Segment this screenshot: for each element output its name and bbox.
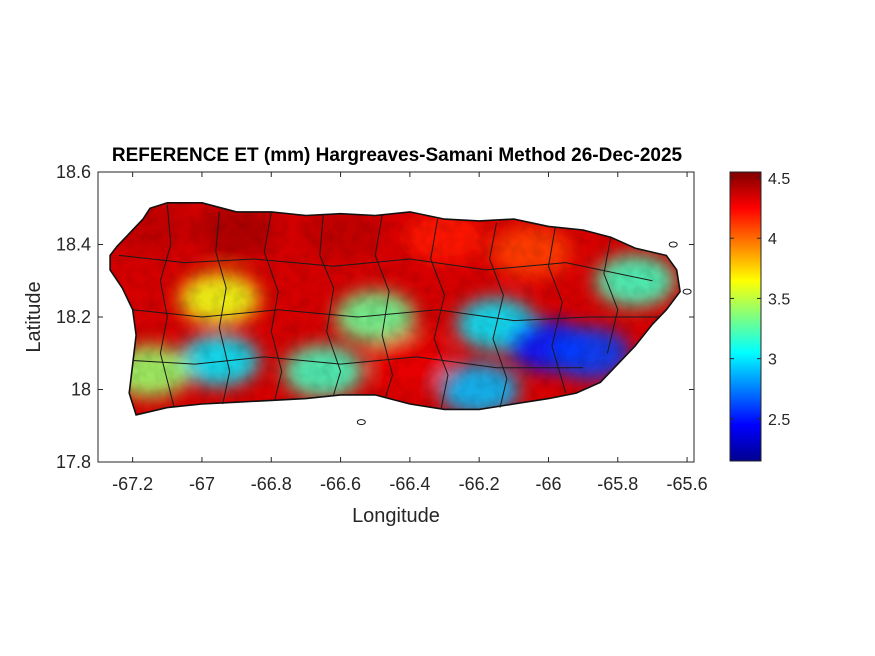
islet bbox=[668, 241, 678, 248]
chart-title: REFERENCE ET (mm) Hargreaves-Samani Meth… bbox=[112, 145, 683, 166]
colorbar: 2.5 3 3.5 4 4.5 bbox=[729, 171, 790, 462]
municipality-boundary bbox=[603, 237, 619, 354]
x-tick-label: -67.2 bbox=[112, 474, 153, 494]
municipality-boundary bbox=[215, 211, 231, 405]
municipality-boundary bbox=[547, 226, 567, 394]
colorbar-tick-label: 2.5 bbox=[768, 412, 790, 429]
municipality-boundary bbox=[132, 309, 660, 322]
x-tick-label: -67 bbox=[189, 474, 215, 494]
islet bbox=[682, 288, 692, 295]
colorbar-tick-label: 3 bbox=[768, 352, 777, 369]
municipality-boundary bbox=[118, 254, 653, 282]
municipality-boundary bbox=[489, 222, 508, 408]
heatmap-surface bbox=[110, 202, 681, 415]
municipality-boundaries bbox=[118, 204, 660, 410]
colorbar-tick-label: 4.5 bbox=[768, 171, 790, 188]
y-tick-label: 17.8 bbox=[56, 452, 91, 472]
x-tick-label: -66.6 bbox=[320, 474, 361, 494]
x-axis-ticks: -67.2 -67 -66.8 -66.6 -66.4 -66.2 -66 -65.8 -65.… bbox=[112, 172, 708, 494]
x-tick-label: -66.8 bbox=[251, 474, 292, 494]
y-tick-label: 18.6 bbox=[56, 162, 91, 182]
municipality-boundary bbox=[430, 219, 449, 410]
y-tick-label: 18 bbox=[71, 380, 91, 400]
x-tick-label: -65.8 bbox=[597, 474, 638, 494]
plot-area bbox=[97, 171, 695, 463]
colorbar-gradient bbox=[729, 171, 762, 462]
x-axis-label: Longitude bbox=[352, 505, 440, 527]
colorbar-ticks: 2.5 3 3.5 4 4.5 bbox=[730, 171, 790, 429]
x-tick-label: -65.6 bbox=[667, 474, 708, 494]
colorbar-tick-label: 4 bbox=[768, 231, 777, 248]
y-axis-label: Latitude bbox=[23, 281, 45, 352]
municipality-boundary bbox=[374, 215, 394, 397]
heatmap-texture bbox=[110, 202, 681, 415]
offshore-islands bbox=[356, 241, 692, 426]
y-axis-ticks: 17.8 18 18.2 18.4 18.6 bbox=[56, 162, 694, 472]
municipality-boundary bbox=[263, 211, 283, 401]
x-tick-label: -66 bbox=[535, 474, 561, 494]
y-tick-label: 18.4 bbox=[56, 235, 91, 255]
municipality-boundary bbox=[319, 215, 342, 396]
y-tick-label: 18.2 bbox=[56, 307, 91, 327]
municipality-boundary bbox=[132, 356, 584, 369]
islet bbox=[356, 419, 366, 426]
x-tick-label: -66.2 bbox=[459, 474, 500, 494]
x-tick-label: -66.4 bbox=[389, 474, 430, 494]
colorbar-tick-label: 3.5 bbox=[768, 291, 790, 308]
